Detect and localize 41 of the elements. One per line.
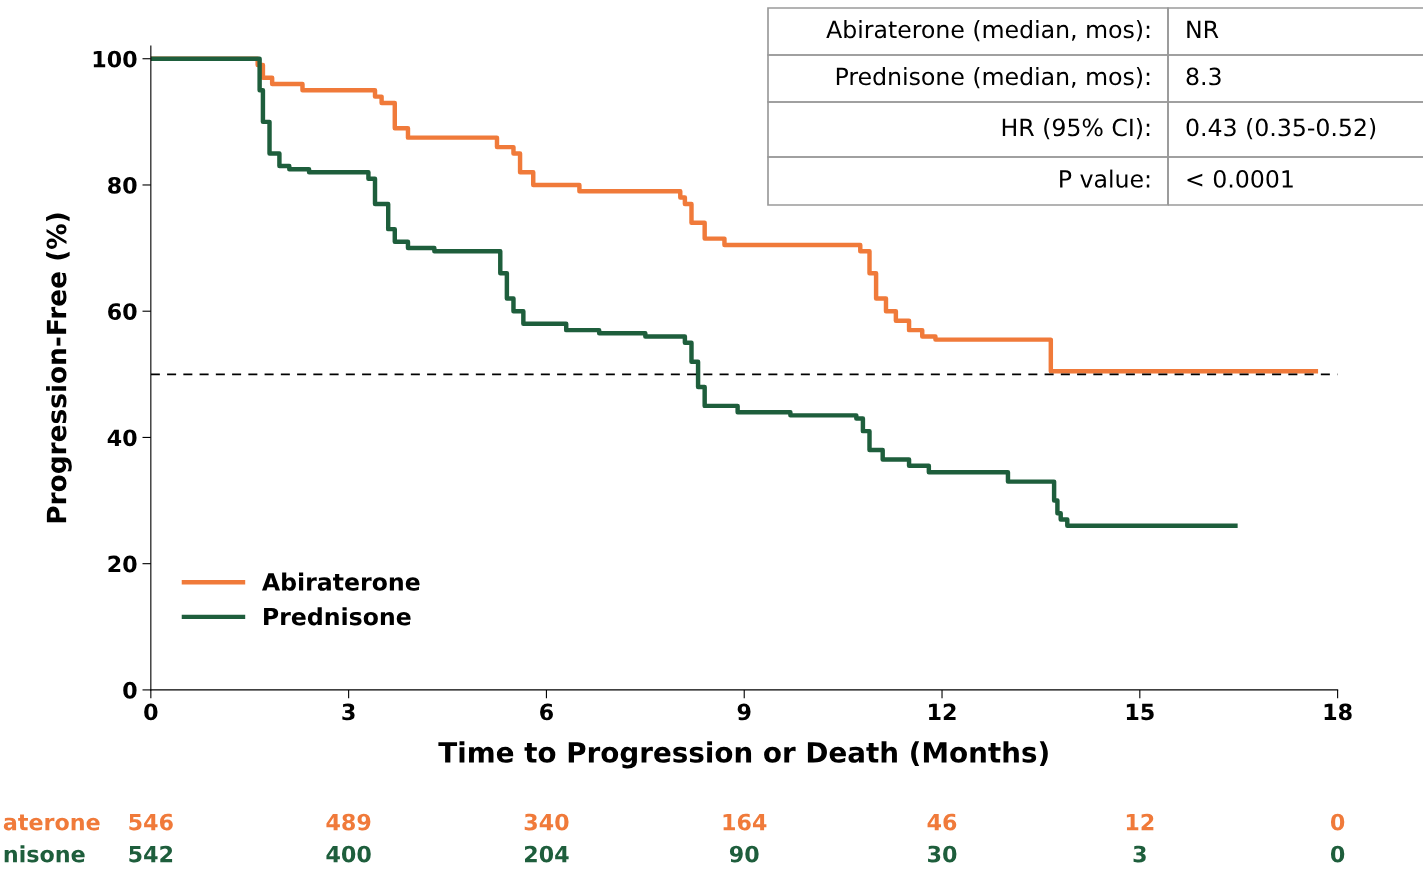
text: 0 [1330, 813, 1345, 831]
legend-label: Prednisone [264, 607, 411, 626]
x-tick-label: 18 [1324, 703, 1352, 721]
y-tick-label: 80 [108, 176, 137, 194]
text: 164 [723, 813, 767, 831]
x-tick-label: 3 [342, 703, 355, 721]
text: aterone [3, 814, 100, 831]
text: 46 [927, 813, 957, 831]
y-tick-label: 20 [108, 555, 137, 573]
annotation: Prednisone (median, mos): [836, 67, 1150, 89]
x-tick-label: 9 [737, 703, 751, 721]
annotation: P value: [1060, 169, 1150, 188]
text: 90 [729, 845, 759, 863]
text: 3 [1133, 845, 1146, 863]
text: 489 [326, 813, 371, 831]
text: NR [1187, 20, 1219, 39]
annotation: < 0.0001 [1187, 169, 1293, 188]
text: 400 [326, 845, 371, 863]
y-tick-label: 40 [107, 429, 137, 447]
x-tick-label: 6 [540, 703, 553, 721]
text: nisone [4, 845, 85, 863]
x-tick-label: 15 [1126, 703, 1154, 721]
text: Abiraterone (median, mos): [826, 20, 1150, 42]
annotation: 8.3 [1186, 67, 1221, 86]
y-axis-title: Progression-Free (%) [46, 213, 72, 523]
x-axis-title: Time to Progression or Death (Months) [438, 741, 1048, 769]
text: 340 [524, 813, 569, 831]
annotation: 0.43 (0.35-0.52) [1186, 118, 1376, 140]
x-tick-label: 0 [144, 703, 158, 721]
text: 12 [1126, 813, 1154, 831]
x-tick-label: 12 [929, 703, 956, 720]
y-tick-label: 100 [93, 50, 137, 68]
annotation: HR (95% CI): [1002, 118, 1150, 140]
legend-label: Abiraterone [261, 572, 420, 591]
text: 0 [1330, 845, 1345, 863]
y-tick-label: 0 [123, 681, 137, 699]
text: 204 [525, 845, 569, 863]
text: 542 [129, 845, 173, 863]
y-tick-label: 60 [108, 303, 137, 320]
text: 30 [928, 845, 957, 863]
text: 546 [129, 813, 173, 831]
